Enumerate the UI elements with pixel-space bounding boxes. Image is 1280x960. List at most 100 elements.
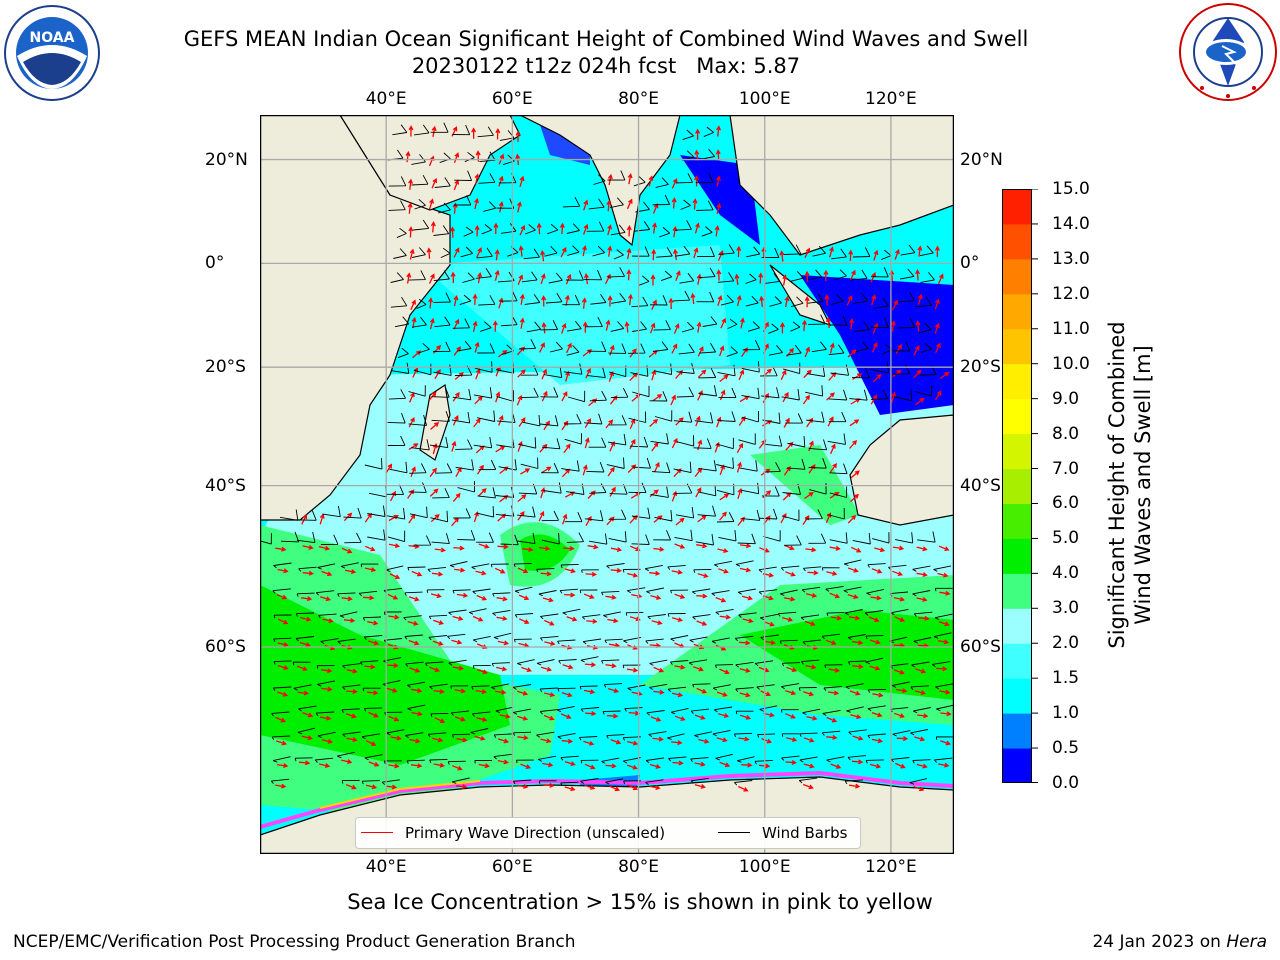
wave-direction-arrow — [544, 641, 556, 646]
wave-direction-arrow — [368, 640, 380, 646]
wave-direction-arrow — [871, 342, 878, 353]
wave-direction-arrow — [696, 543, 708, 549]
wind-barb — [540, 613, 559, 620]
wave-direction-arrow — [321, 570, 333, 577]
wave-direction-arrow — [450, 271, 456, 284]
wave-direction-arrow — [734, 273, 740, 285]
wind-barb — [342, 731, 361, 738]
wave-direction-arrow — [671, 178, 678, 189]
wind-barb — [409, 506, 428, 519]
wind-barb — [411, 174, 429, 186]
colorbar — [1002, 189, 1038, 783]
wind-barb — [645, 779, 664, 785]
wind-barb — [865, 634, 884, 640]
wave-direction-arrow — [717, 548, 729, 554]
wave-direction-arrow — [739, 714, 751, 720]
wave-direction-arrow — [519, 317, 525, 329]
wave-direction-arrow — [434, 547, 447, 553]
wind-barb — [696, 200, 714, 211]
wind-barb — [477, 343, 495, 354]
wind-barb — [463, 226, 474, 237]
wind-barb — [646, 710, 665, 716]
wave-direction-arrow — [917, 293, 923, 305]
lat-tick-left: 20°N — [205, 149, 248, 170]
wind-barb — [455, 439, 473, 450]
wind-barb — [341, 708, 360, 713]
wind-barb — [407, 704, 426, 711]
wave-direction-arrow — [785, 713, 796, 719]
legend-swatch-wind-barbs — [718, 832, 750, 833]
wind-barb — [784, 244, 802, 255]
wave-direction-arrow — [671, 197, 677, 209]
wave-direction-arrow — [626, 247, 632, 260]
wind-barb — [610, 321, 625, 332]
wave-direction-arrow — [741, 762, 753, 768]
wave-direction-arrow — [275, 740, 287, 746]
wind-barb — [718, 244, 735, 255]
wave-direction-arrow — [937, 572, 949, 578]
wind-barb — [918, 322, 932, 334]
footer-credit: NCEP/EMC/Verification Post Processing Pr… — [13, 932, 576, 952]
wind-barb — [735, 661, 754, 668]
wind-barb — [844, 779, 864, 785]
wind-barb — [808, 439, 828, 451]
wave-direction-arrow — [456, 592, 469, 598]
wind-barb — [320, 638, 339, 644]
wave-direction-arrow — [940, 740, 951, 746]
wave-direction-arrow — [871, 294, 877, 306]
wind-barb — [608, 531, 627, 543]
wind-barb — [514, 613, 534, 618]
wind-barb — [676, 386, 695, 398]
sea-ice-high-concentration — [319, 780, 481, 809]
wave-direction-arrow — [913, 785, 925, 792]
nws-logo — [1179, 3, 1277, 101]
wave-direction-arrow — [301, 735, 313, 741]
india-land — [519, 115, 681, 247]
wind-barb — [695, 534, 714, 546]
wind-barb — [433, 364, 452, 376]
wave-direction-arrow — [804, 247, 811, 259]
wind-barb — [451, 777, 470, 784]
wave-direction-arrow — [917, 713, 929, 719]
wind-barb — [632, 385, 650, 398]
wave-direction-arrow — [936, 666, 948, 672]
wave-direction-arrow — [428, 273, 435, 284]
wind-barb — [367, 529, 386, 541]
wind-barb — [920, 342, 932, 354]
wave-direction-arrow — [387, 663, 399, 668]
lat-tick-right: 60°S — [960, 636, 1001, 657]
wind-barb — [607, 434, 627, 446]
wind-barb — [476, 532, 494, 543]
vector-field — [260, 122, 954, 792]
wave-direction-arrow — [758, 763, 771, 769]
wind-barb — [913, 707, 931, 714]
wind-barb — [412, 247, 426, 258]
wave-direction-arrow — [801, 319, 807, 332]
wind-barb — [405, 732, 424, 739]
wind-barb — [659, 227, 671, 238]
wind-barb — [690, 777, 709, 784]
wave-direction-arrow — [892, 545, 905, 551]
wind-barb — [582, 638, 602, 645]
wave-direction-arrow — [806, 715, 818, 721]
wind-barb — [390, 272, 404, 283]
wind-barb — [676, 435, 695, 447]
wave-direction-arrow — [869, 665, 881, 671]
wind-barb — [317, 680, 335, 687]
wave-direction-arrow — [560, 247, 567, 258]
wave-direction-arrow — [674, 543, 686, 549]
wave-direction-arrow — [454, 688, 467, 694]
wind-barb — [667, 613, 686, 617]
wave-direction-arrow — [434, 369, 441, 380]
wind-barb — [870, 389, 889, 400]
wind-barb — [447, 633, 466, 640]
wind-barb — [698, 267, 716, 279]
wave-direction-arrow — [609, 440, 616, 452]
wind-barb — [654, 509, 673, 522]
wave-direction-arrow — [364, 545, 376, 552]
wind-barb — [713, 706, 733, 713]
wave-direction-arrow — [429, 317, 435, 330]
wind-barb — [805, 385, 824, 397]
wind-barb — [711, 590, 730, 596]
wave-direction-arrow — [428, 297, 434, 309]
